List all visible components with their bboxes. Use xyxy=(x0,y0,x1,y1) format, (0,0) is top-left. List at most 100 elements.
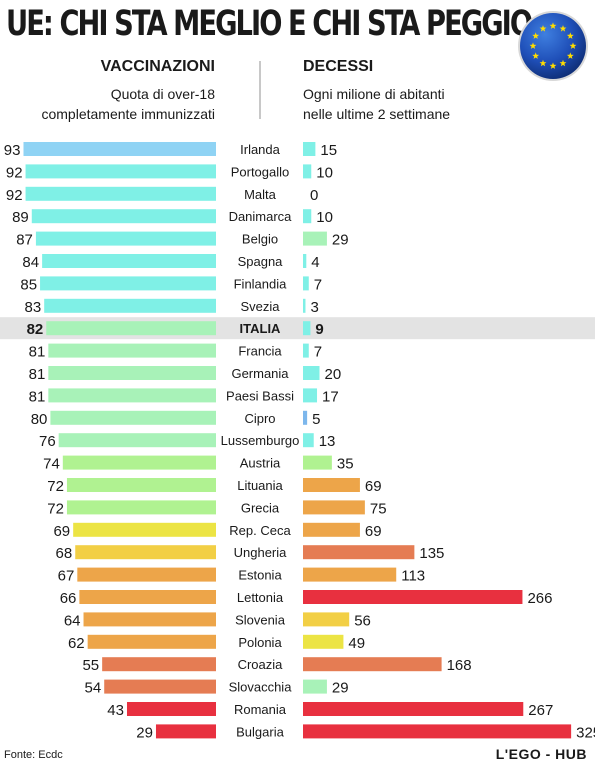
brand-logo: L'EGO - HUB xyxy=(495,746,587,762)
vaccination-bar xyxy=(75,545,217,560)
vaccinations-subtitle: Quota di over-18 completamente immunizza… xyxy=(41,86,215,122)
eu-star-icon xyxy=(532,32,540,39)
vaccination-value: 64 xyxy=(64,612,81,629)
deaths-bar xyxy=(303,590,523,604)
country-label: Belgio xyxy=(242,232,278,247)
vaccination-bar xyxy=(42,254,217,268)
vaccination-bar xyxy=(79,590,216,604)
deaths-value: 20 xyxy=(325,366,342,383)
eu-star-icon xyxy=(566,52,574,59)
country-label: Paesi Bassi xyxy=(226,388,294,403)
deaths-bar xyxy=(303,634,344,649)
deaths-bar xyxy=(303,657,442,672)
vaccination-value: 67 xyxy=(58,568,75,585)
deaths-bar xyxy=(303,142,316,156)
eu-flag-icon xyxy=(518,11,588,81)
vaccination-value: 29 xyxy=(136,724,153,741)
vaccination-bar xyxy=(48,366,216,380)
deaths-value: 13 xyxy=(319,433,336,450)
deaths-heading: DECESSI xyxy=(303,58,374,75)
deaths-value: 4 xyxy=(311,254,319,271)
vaccination-value: 92 xyxy=(6,187,23,204)
deaths-bar xyxy=(303,276,309,291)
vaccination-bar xyxy=(62,455,216,470)
deaths-value: 9 xyxy=(315,321,323,338)
eu-star-icon xyxy=(539,59,547,67)
deaths-value: 10 xyxy=(316,209,333,226)
deaths-bar xyxy=(303,298,306,313)
deaths-value: 49 xyxy=(348,635,365,652)
vaccination-value: 81 xyxy=(29,388,46,405)
country-label: Lettonia xyxy=(237,590,284,605)
vaccination-value: 80 xyxy=(31,411,48,428)
vaccination-value: 87 xyxy=(16,232,33,249)
vaccination-value: 81 xyxy=(29,366,46,383)
deaths-bar xyxy=(303,231,327,246)
country-label: Malta xyxy=(244,187,277,202)
country-label: Lituania xyxy=(237,478,283,493)
vaccination-bar xyxy=(104,679,216,694)
vaccination-bar xyxy=(40,276,216,291)
deaths-value: 15 xyxy=(320,142,337,159)
vaccination-bar xyxy=(73,522,216,537)
vaccination-bar xyxy=(25,164,217,179)
deaths-value: 29 xyxy=(332,680,349,697)
vaccination-value: 68 xyxy=(56,545,73,562)
vaccination-bar xyxy=(48,343,216,358)
vaccination-bar xyxy=(23,142,216,156)
deaths-value: 168 xyxy=(447,657,472,674)
vaccination-value: 76 xyxy=(39,433,56,450)
deaths-value: 3 xyxy=(310,299,318,316)
deaths-value: 35 xyxy=(337,456,354,473)
deaths-bar xyxy=(303,679,327,694)
eu-star-icon xyxy=(532,52,540,59)
vaccination-bar xyxy=(44,298,216,313)
deaths-bar xyxy=(303,478,360,492)
vaccination-bar xyxy=(66,478,217,492)
country-label: Portogallo xyxy=(231,164,290,179)
vaccination-bar xyxy=(155,724,216,739)
vaccination-bar xyxy=(25,186,217,201)
eu-star-icon xyxy=(549,62,557,69)
deaths-value: 69 xyxy=(365,478,382,495)
vaccination-bar xyxy=(48,388,216,403)
vaccination-value: 85 xyxy=(20,276,37,293)
vaccination-bar xyxy=(83,612,217,627)
deaths-bar xyxy=(303,343,309,358)
deaths-bar xyxy=(303,724,572,739)
vaccination-bar xyxy=(102,657,216,672)
vaccination-value: 72 xyxy=(47,478,64,495)
vaccination-value: 83 xyxy=(25,299,42,316)
country-label: Polonia xyxy=(238,635,282,650)
country-label: Finlandia xyxy=(234,276,288,291)
vaccination-value: 89 xyxy=(12,209,29,226)
country-label: Romania xyxy=(234,702,287,717)
deaths-bar xyxy=(303,321,311,336)
eu-star-icon xyxy=(569,42,577,49)
country-label: Slovenia xyxy=(235,612,286,627)
deaths-value: 266 xyxy=(527,590,552,607)
vaccination-bar xyxy=(31,209,216,224)
country-label: Grecia xyxy=(241,500,280,515)
vaccination-value: 74 xyxy=(43,456,60,473)
country-label: Danimarca xyxy=(229,209,293,224)
country-label: Cipro xyxy=(244,411,275,426)
deaths-value: 75 xyxy=(370,500,387,517)
vaccination-value: 93 xyxy=(4,142,21,159)
country-label: Estonia xyxy=(238,568,282,583)
deaths-value: 7 xyxy=(314,344,322,361)
vaccination-value: 55 xyxy=(82,657,99,674)
deaths-value: 69 xyxy=(365,523,382,540)
eu-star-icon xyxy=(566,32,574,39)
chart-title: UE: CHI STA MEGLIO E CHI STA PEGGIO xyxy=(6,4,533,44)
deaths-bar xyxy=(303,500,365,515)
deaths-value: 56 xyxy=(354,612,371,629)
vaccination-bar xyxy=(35,231,216,246)
deaths-bar xyxy=(303,522,360,537)
deaths-value: 113 xyxy=(401,568,425,585)
country-label: Svezia xyxy=(240,299,280,314)
deaths-subtitle: Ogni milione di abitanti nelle ultime 2 … xyxy=(303,86,451,122)
deaths-value: 10 xyxy=(316,164,333,181)
deaths-bar xyxy=(303,366,320,380)
